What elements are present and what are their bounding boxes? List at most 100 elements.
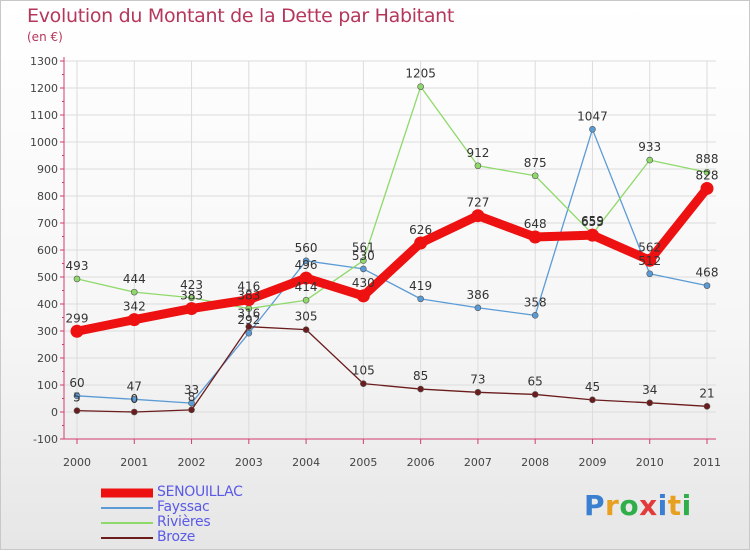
data-point <box>130 288 138 296</box>
x-tick-label: 2004 <box>292 456 320 469</box>
logo-letter: i <box>681 489 692 522</box>
data-label: 383 <box>237 289 260 303</box>
data-label: 21 <box>699 386 714 400</box>
x-tick-label: 2010 <box>636 456 664 469</box>
data-point <box>414 236 428 250</box>
data-label: 65 <box>528 374 543 388</box>
proxiti-logo: Proxiti <box>584 489 692 522</box>
data-label: 34 <box>642 383 657 397</box>
data-point <box>245 323 253 330</box>
y-tick-label: 1100 <box>30 109 58 122</box>
data-label: 5 <box>73 391 81 405</box>
data-label: 419 <box>409 279 432 293</box>
data-label: 659 <box>581 214 604 228</box>
y-tick-label: 400 <box>37 298 58 311</box>
y-tick-label: 900 <box>37 163 58 176</box>
x-tick-label: 2001 <box>120 456 148 469</box>
y-tick-label: 800 <box>37 190 58 203</box>
legend-label-rivieres: Rivières <box>157 514 211 530</box>
series-line-broze <box>76 326 708 413</box>
y-tick-label: 1300 <box>30 55 58 68</box>
data-point <box>474 162 482 170</box>
logo-letter: t <box>667 489 682 522</box>
legend-item-senouillac: SENOUILLAC <box>101 484 341 500</box>
data-label: 1205 <box>405 67 436 81</box>
data-label: 888 <box>696 152 719 166</box>
data-label: 105 <box>352 364 375 378</box>
legend-label-fayssac: Fayssac <box>157 499 210 515</box>
data-label: 358 <box>524 295 547 309</box>
data-label: 423 <box>180 278 203 292</box>
data-point <box>188 406 195 414</box>
data-point <box>360 380 367 387</box>
data-point <box>531 312 539 319</box>
data-label: 305 <box>295 310 318 324</box>
data-point <box>474 388 482 396</box>
data-label: 342 <box>123 300 146 314</box>
data-point <box>417 83 424 90</box>
x-tick-label: 2003 <box>235 456 263 469</box>
data-label: 626 <box>409 223 432 237</box>
y-tick-label: 100 <box>37 379 58 392</box>
y-tick-label: 700 <box>37 217 58 230</box>
legend-swatch-broze <box>101 536 153 539</box>
data-label: 1047 <box>577 109 608 123</box>
x-tick-label: 2007 <box>464 456 492 469</box>
series-line-rivières <box>76 86 708 310</box>
data-point <box>70 324 84 338</box>
legend-swatch-senouillac <box>101 488 153 497</box>
chart-subtitle: (en €) <box>27 30 63 44</box>
data-point <box>417 385 424 393</box>
data-point <box>188 294 195 302</box>
data-point <box>646 156 654 164</box>
data-point <box>646 399 654 407</box>
legend-item-rivieres: Rivières <box>101 514 341 530</box>
logo-letter: o <box>619 489 640 522</box>
data-point <box>703 168 711 176</box>
data-label: 727 <box>466 196 489 210</box>
data-point <box>700 181 714 195</box>
y-tick-label: 200 <box>37 352 58 365</box>
logo-letter: i <box>657 489 668 522</box>
data-point <box>299 271 313 285</box>
data-label: 912 <box>466 146 489 160</box>
data-label: 512 <box>638 254 661 268</box>
data-point <box>302 296 310 304</box>
data-point <box>73 392 81 400</box>
data-point <box>185 302 199 316</box>
data-label: 933 <box>638 140 661 154</box>
data-label: 60 <box>69 376 84 390</box>
y-tick-label: 500 <box>37 271 58 284</box>
data-label: 292 <box>237 313 260 327</box>
data-point <box>245 329 253 337</box>
data-point <box>643 253 657 267</box>
data-point <box>474 304 482 312</box>
data-label: 828 <box>696 168 719 182</box>
data-label: 416 <box>237 280 260 294</box>
legend-item-fayssac: Fayssac <box>101 499 341 515</box>
data-label: 562 <box>638 240 661 254</box>
data-label: 493 <box>66 259 89 273</box>
x-tick-label: 2006 <box>407 456 435 469</box>
x-tick-label: 2009 <box>578 456 606 469</box>
y-tick-labels: -100 0 100 200 300 400 500 600 700 800 900 1000 1100… <box>30 55 58 446</box>
data-point <box>703 403 711 410</box>
data-label: 430 <box>352 276 375 290</box>
logo-letter: x <box>639 489 658 522</box>
data-label: 45 <box>585 380 600 394</box>
data-label: 496 <box>295 258 318 272</box>
legend: SENOUILLAC Fayssac Rivières Broze <box>101 484 341 545</box>
data-label: 383 <box>180 289 203 303</box>
data-point <box>73 407 81 414</box>
series-line-senouillac <box>72 183 712 336</box>
data-label: 468 <box>696 266 719 280</box>
data-point <box>127 313 141 327</box>
data-label: 316 <box>237 307 260 321</box>
data-point <box>528 230 542 244</box>
data-point <box>585 228 599 242</box>
data-label: 655 <box>581 215 604 229</box>
data-point <box>531 172 539 180</box>
data-point <box>360 265 367 273</box>
data-point <box>360 257 367 264</box>
